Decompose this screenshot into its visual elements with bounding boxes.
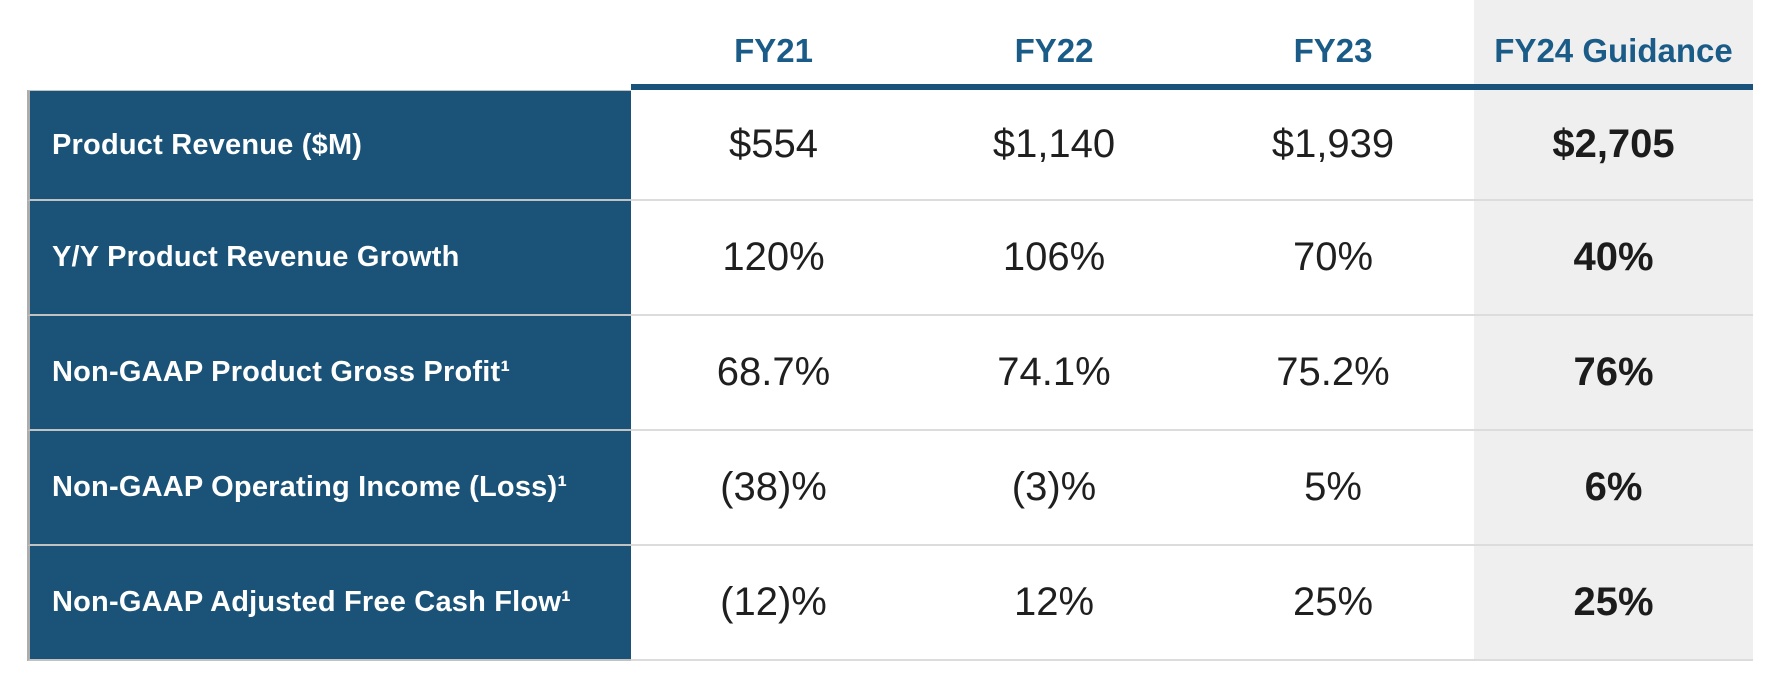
cell-operating-income-fy24: 6%	[1474, 431, 1753, 546]
cell-gross-profit-fy21: 68.7%	[631, 316, 916, 431]
cell-free-cash-flow-fy23: 25%	[1192, 546, 1474, 661]
row-label-yoy-growth: Y/Y Product Revenue Growth	[27, 201, 631, 316]
column-header-fy23: FY23	[1293, 32, 1373, 69]
cell-gross-profit-fy24: 76%	[1474, 316, 1753, 431]
cell-yoy-growth-fy22: 106%	[916, 201, 1192, 316]
cell-product-revenue-fy23: $1,939	[1192, 90, 1474, 201]
cell-yoy-growth-fy23: 70%	[1192, 201, 1474, 316]
cell-operating-income-fy21: (38)%	[631, 431, 916, 546]
cell-free-cash-flow-fy21: (12)%	[631, 546, 916, 661]
header-underline-rule	[631, 84, 1753, 90]
cell-gross-profit-fy23: 75.2%	[1192, 316, 1474, 431]
column-header-fy24-guidance: FY24 Guidance	[1494, 32, 1733, 69]
cell-gross-profit-fy22: 74.1%	[916, 316, 1192, 431]
row-label-free-cash-flow: Non-GAAP Adjusted Free Cash Flow¹	[27, 546, 631, 661]
cell-operating-income-fy23: 5%	[1192, 431, 1474, 546]
column-header-fy22: FY22	[1014, 32, 1094, 69]
row-label-operating-income: Non-GAAP Operating Income (Loss)¹	[27, 431, 631, 546]
cell-free-cash-flow-fy24: 25%	[1474, 546, 1753, 661]
cell-product-revenue-fy22: $1,140	[916, 90, 1192, 201]
row-label-gross-profit: Non-GAAP Product Gross Profit¹	[27, 316, 631, 431]
cell-yoy-growth-fy21: 120%	[631, 201, 916, 316]
cell-product-revenue-fy21: $554	[631, 90, 916, 201]
cell-yoy-growth-fy24: 40%	[1474, 201, 1753, 316]
guidance-column-highlight	[1474, 0, 1753, 661]
row-label-product-revenue: Product Revenue ($M)	[27, 90, 631, 201]
cell-product-revenue-fy24: $2,705	[1474, 90, 1753, 201]
financial-summary-table: FY21 FY22 FY23 FY24 Guidance Product Rev…	[27, 0, 1753, 661]
cell-operating-income-fy22: (3)%	[916, 431, 1192, 546]
header-spacer-cell	[27, 0, 631, 90]
column-header-fy21: FY21	[734, 32, 813, 69]
cell-free-cash-flow-fy22: 12%	[916, 546, 1192, 661]
